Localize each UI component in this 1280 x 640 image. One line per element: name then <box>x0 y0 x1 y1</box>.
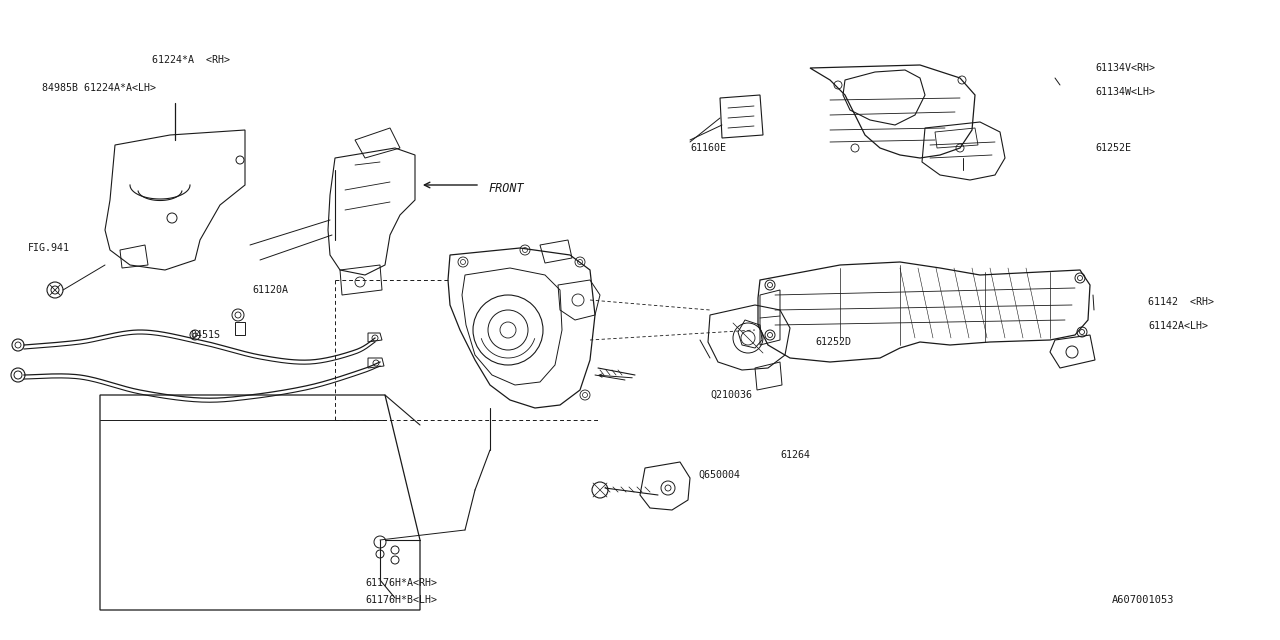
Text: 61134V<RH>: 61134V<RH> <box>1094 63 1155 73</box>
Text: Q650004: Q650004 <box>698 470 740 480</box>
Text: 61134W<LH>: 61134W<LH> <box>1094 87 1155 97</box>
Text: 61176H*A<RH>: 61176H*A<RH> <box>365 578 436 588</box>
Text: 61252D: 61252D <box>815 337 851 347</box>
Text: 61160E: 61160E <box>690 143 726 153</box>
Text: 61264: 61264 <box>780 450 810 460</box>
Text: 61176H*B<LH>: 61176H*B<LH> <box>365 595 436 605</box>
Text: 61142A<LH>: 61142A<LH> <box>1148 321 1208 331</box>
Text: Q210036: Q210036 <box>710 390 753 400</box>
Text: 61120A: 61120A <box>252 285 288 295</box>
Text: 0451S: 0451S <box>189 330 220 340</box>
Text: 61252E: 61252E <box>1094 143 1132 153</box>
Text: FRONT: FRONT <box>488 182 524 195</box>
Text: 84985B 61224A*A<LH>: 84985B 61224A*A<LH> <box>42 83 156 93</box>
Text: FIG.941: FIG.941 <box>28 243 70 253</box>
Text: 61224*A  <RH>: 61224*A <RH> <box>152 55 230 65</box>
Text: A607001053: A607001053 <box>1112 595 1175 605</box>
Text: 61142  <RH>: 61142 <RH> <box>1148 297 1213 307</box>
